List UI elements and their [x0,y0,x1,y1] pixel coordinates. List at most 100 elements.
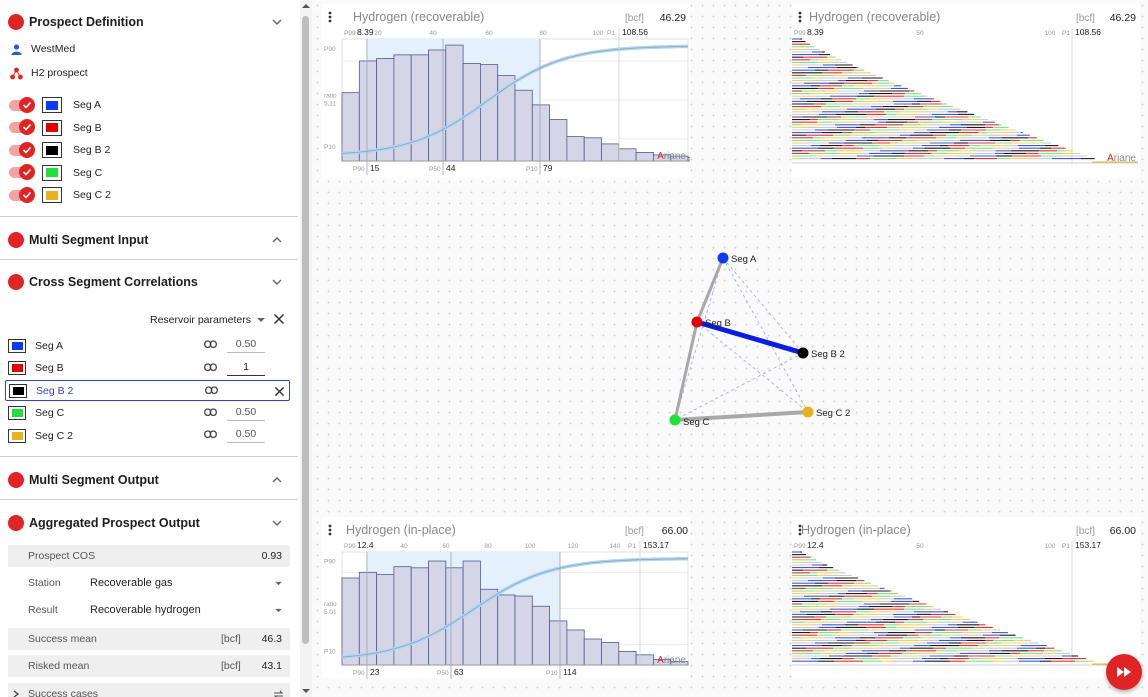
histogram-bar [358,571,377,666]
iteration-plot-inplace: P99 12.4 50 100 P1 153.17 [792,541,1138,666]
histogram-bar [549,119,568,162]
histogram-bar [358,60,377,162]
correlation-row[interactable]: Seg C 2 0.50 [5,425,290,446]
scroll-down-icon[interactable] [302,688,310,694]
histogram-bar [514,595,533,666]
color-fill [46,100,58,110]
segment-node[interactable] [797,347,809,359]
p99-value: 8.39 [807,28,824,37]
p99-value: 12.4 [357,541,374,550]
weak-correlation-edge [696,321,809,413]
scrollbar-thumb[interactable] [302,16,309,644]
card-title: Hydrogen (recoverable) [809,10,941,24]
correlation-row[interactable]: Seg C 0.50 [5,403,290,424]
segment-color-swatch[interactable] [42,142,62,158]
card-title: Hydrogen (recoverable) [353,10,485,24]
p1-label: P1 [1062,30,1070,37]
chevron-up-icon[interactable] [270,473,284,487]
segment-toggle[interactable] [9,141,35,158]
segment-toggle[interactable] [9,164,35,180]
section-title: Multi Segment Input [29,233,149,247]
weak-correlation-edge [674,352,804,421]
left-panel: Prospect Definition WestMed H2 prospect … [0,0,300,697]
section-cross-segment-correlations[interactable]: Cross Segment Correlations [0,267,298,297]
segment-color-swatch[interactable] [42,164,62,181]
left-panel-scrollbar[interactable] [300,0,312,697]
histogram-bar [549,620,568,666]
station-select[interactable]: Station Recoverable gas [8,572,290,594]
section-multi-segment-output[interactable]: Multi Segment Output [0,465,298,495]
x-tick-label: 100 [1045,543,1056,550]
link-icon[interactable] [204,407,217,417]
p50-label: P50 [429,166,441,173]
x-tick-label: 100 [593,30,604,37]
station-value: Recoverable gas [90,577,173,589]
link-icon[interactable] [204,362,217,372]
chevron-down-icon[interactable] [270,275,284,289]
p90-value: 23 [370,667,380,677]
histogram-bar [531,605,551,666]
kebab-menu-icon[interactable] [798,524,802,536]
card-value: 66.00 [1109,525,1136,537]
segment-node[interactable] [669,414,681,426]
close-icon[interactable] [273,313,285,325]
correlation-value-input[interactable]: 0.50 [227,428,265,443]
segment-node[interactable] [691,316,703,328]
segment-color-swatch [9,383,27,398]
kebab-menu-icon[interactable] [328,524,332,536]
segment-node-label: Seg A [731,254,757,265]
correlation-value-input[interactable]: 0.50 [227,338,265,353]
kebab-menu-icon[interactable] [328,11,332,23]
segment-node[interactable] [717,252,729,264]
segment-color-swatch[interactable] [42,187,62,203]
segment-toggle[interactable] [9,96,35,113]
segment-toggle[interactable] [9,186,35,203]
x-tick-label: 50 [916,543,924,550]
swap-icon[interactable] [273,690,284,697]
color-fill [11,409,23,417]
correlation-edge [673,321,699,421]
segment-node[interactable] [802,406,814,418]
exceedance-curve-core [341,46,689,154]
kebab-menu-icon[interactable] [798,11,802,23]
status-dot-icon [8,472,24,488]
success-mean-value: 46.3 [261,633,282,645]
link-icon[interactable] [204,430,217,439]
segment-color-swatch[interactable] [42,97,62,113]
success-mean-unit: [bcf] [221,633,241,645]
chevron-up-icon[interactable] [270,233,284,247]
link-icon[interactable] [205,386,218,395]
segment-node-label: Seg B [705,318,731,329]
p1-label: P1 [607,30,615,37]
success-mean-label: Success mean [28,633,97,645]
histogram-bar [601,143,620,162]
p50-label: P50 [437,670,449,677]
scroll-up-icon[interactable] [302,3,310,9]
segment-toggle[interactable] [9,119,35,135]
card-title: Hydrogen (in-place) [346,523,456,537]
correlation-row[interactable]: Seg B 1 [5,358,290,379]
result-select[interactable]: Result Recoverable hydrogen [8,599,290,621]
section-prospect-definition[interactable]: Prospect Definition [0,7,298,37]
p90-label: P90 [353,166,365,173]
segment-correlation-graph[interactable]: Seg A Seg B Seg B 2 Seg C Seg C 2 [652,240,872,440]
section-aggregated-prospect-output[interactable]: Aggregated Prospect Output [0,508,298,538]
success-cases-row[interactable]: Success cases [8,683,290,697]
correlation-value-input[interactable]: 0.50 [227,406,265,421]
parameter-select[interactable]: Reservoir parameters [150,312,265,328]
segment-name: Seg C [73,166,103,179]
chevron-down-icon[interactable] [270,516,284,530]
section-multi-segment-input[interactable]: Multi Segment Input [0,225,298,255]
chevron-down-icon[interactable] [270,15,284,29]
correlation-row[interactable]: Seg B 2 [5,380,290,401]
link-icon[interactable] [204,340,217,349]
histogram-bar [445,44,464,162]
segment-color-swatch[interactable] [42,119,62,136]
close-icon[interactable] [274,386,285,397]
correlation-edge [674,410,809,422]
segment-row: Seg C [0,163,298,183]
correlation-row[interactable]: Seg A 0.50 [5,335,290,356]
histogram-bar [635,654,654,666]
run-button[interactable] [1106,654,1142,690]
correlation-value-input[interactable]: 1 [227,361,265,376]
